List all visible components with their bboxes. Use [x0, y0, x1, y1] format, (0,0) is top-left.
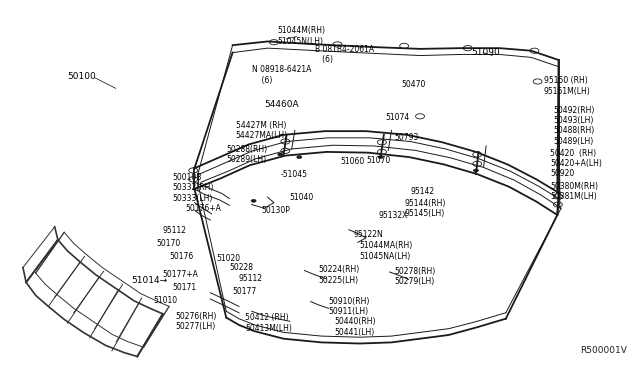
Text: 50171: 50171	[172, 283, 196, 292]
Text: 50177+A: 50177+A	[163, 270, 198, 279]
Text: 95132X: 95132X	[379, 211, 408, 220]
Text: 51014→: 51014→	[131, 276, 167, 285]
Text: 50276(RH)
50277(LH): 50276(RH) 50277(LH)	[175, 312, 217, 331]
Text: N 08918-6421A
    (6): N 08918-6421A (6)	[252, 65, 311, 84]
Text: 51074: 51074	[385, 113, 410, 122]
Text: 50910(RH)
50911(LH): 50910(RH) 50911(LH)	[328, 297, 369, 316]
Text: 50177: 50177	[232, 287, 257, 296]
Circle shape	[474, 169, 479, 172]
Text: 50288(RH)
50289(LH): 50288(RH) 50289(LH)	[227, 145, 268, 164]
Text: 51090: 51090	[471, 48, 500, 57]
Text: 50793: 50793	[395, 133, 419, 142]
Circle shape	[378, 155, 383, 158]
Text: 95142: 95142	[410, 187, 435, 196]
Text: 50440(RH)
50441(LH): 50440(RH) 50441(LH)	[334, 317, 376, 337]
Circle shape	[297, 155, 302, 158]
Text: 50488(RH)
50489(LH): 50488(RH) 50489(LH)	[554, 126, 595, 146]
Text: R500001V: R500001V	[580, 346, 627, 355]
Text: 50380M(RH)
50381M(LH): 50380M(RH) 50381M(LH)	[550, 182, 598, 201]
Text: 95144(RH)
95145(LH): 95144(RH) 95145(LH)	[404, 199, 445, 218]
Text: 95150 (RH)
95151M(LH): 95150 (RH) 95151M(LH)	[544, 76, 591, 96]
Text: 95112: 95112	[163, 226, 187, 235]
Text: 50470: 50470	[401, 80, 426, 89]
Text: 50100: 50100	[67, 72, 96, 81]
Text: 51044MA(RH)
51045NA(LH): 51044MA(RH) 51045NA(LH)	[360, 241, 413, 260]
Text: 54460A: 54460A	[264, 100, 299, 109]
Text: 50228: 50228	[229, 263, 253, 272]
Text: 51070: 51070	[366, 155, 390, 164]
Text: 54427M (RH)
54427MA(LH): 54427M (RH) 54427MA(LH)	[236, 121, 288, 140]
Text: 50010B
50332(RH)
50333(LH): 50010B 50332(RH) 50333(LH)	[172, 173, 214, 203]
Text: 50492(RH)
50493(LH): 50492(RH) 50493(LH)	[554, 106, 595, 125]
Text: 50130P: 50130P	[261, 206, 290, 215]
Text: 51060: 51060	[340, 157, 365, 166]
Text: 51010: 51010	[153, 296, 177, 305]
Circle shape	[278, 153, 283, 156]
Text: 51020: 51020	[217, 254, 241, 263]
Text: 50176+A: 50176+A	[185, 204, 221, 213]
Text: 50224(RH)
50225(LH): 50224(RH) 50225(LH)	[318, 265, 360, 285]
Circle shape	[251, 199, 256, 202]
Text: 50278(RH)
50279(LH): 50278(RH) 50279(LH)	[395, 267, 436, 286]
Text: 50420  (RH)
50420+A(LH): 50420 (RH) 50420+A(LH)	[550, 148, 602, 168]
Text: 95112: 95112	[239, 274, 263, 283]
Text: 50920: 50920	[550, 169, 575, 177]
Text: 51044M(RH)
51045N(LH): 51044M(RH) 51045N(LH)	[277, 26, 325, 46]
Text: 50176: 50176	[169, 252, 193, 261]
Text: 95122N: 95122N	[353, 230, 383, 239]
Text: -51045: -51045	[280, 170, 307, 179]
Text: B 081B4-2061A
   (6): B 081B4-2061A (6)	[316, 45, 374, 64]
Text: 51040: 51040	[290, 193, 314, 202]
Text: 50170: 50170	[156, 239, 180, 248]
Text: 50412 (RH)
50413M(LH): 50412 (RH) 50413M(LH)	[245, 314, 292, 333]
